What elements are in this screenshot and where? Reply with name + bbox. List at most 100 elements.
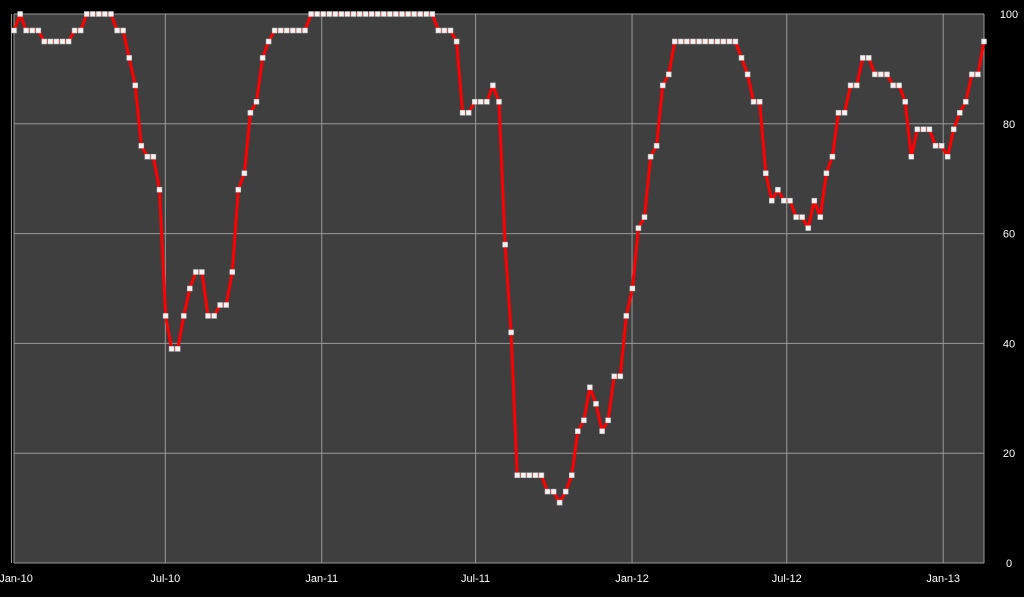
data-point	[944, 153, 951, 160]
data-point	[187, 285, 193, 292]
data-point	[459, 110, 466, 116]
data-point	[405, 11, 411, 17]
data-point	[847, 82, 854, 89]
data-point	[975, 71, 981, 78]
data-point	[532, 472, 539, 478]
data-point	[538, 472, 545, 478]
data-point	[47, 38, 54, 45]
data-point	[829, 153, 836, 160]
data-point	[423, 11, 430, 17]
data-point	[684, 38, 690, 45]
data-point	[738, 55, 745, 61]
data-point	[702, 38, 708, 45]
data-point	[878, 71, 884, 78]
data-point	[144, 153, 151, 160]
data-point	[381, 11, 387, 17]
data-point	[84, 11, 90, 17]
data-point	[714, 38, 721, 45]
data-point	[150, 153, 157, 160]
x-axis: Jan-10 Jul-10 Jan-11 Jul-11 Jan-12 Jul-12 Jan-…	[0, 573, 960, 585]
data-point	[617, 373, 624, 380]
data-point	[17, 11, 23, 17]
data-point	[562, 488, 569, 495]
data-point	[793, 214, 799, 220]
data-point	[356, 11, 363, 17]
data-point	[350, 11, 357, 17]
data-point	[11, 27, 17, 34]
data-point	[217, 302, 223, 308]
data-point	[550, 488, 557, 495]
data-point	[338, 11, 345, 17]
data-point	[241, 170, 248, 176]
data-point	[77, 27, 84, 34]
data-point	[181, 313, 187, 319]
data-point	[90, 11, 96, 17]
data-point	[926, 126, 933, 133]
data-point	[726, 38, 733, 45]
data-points	[11, 11, 987, 506]
data-point	[429, 11, 436, 17]
data-point	[860, 55, 866, 61]
data-point	[65, 38, 72, 45]
plot-area	[14, 14, 984, 563]
data-point	[581, 417, 587, 424]
data-point	[265, 38, 272, 45]
data-point	[253, 99, 260, 105]
data-point	[799, 214, 805, 220]
data-point	[611, 373, 617, 380]
data-point	[447, 27, 454, 34]
data-point	[817, 214, 824, 220]
data-point	[453, 38, 460, 45]
y-tick-label: 100	[1000, 9, 1018, 21]
data-point	[756, 99, 763, 105]
data-point	[302, 27, 308, 34]
data-point	[308, 11, 314, 17]
data-point	[890, 82, 896, 89]
data-point	[769, 197, 775, 204]
y-tick-label: 0	[1006, 558, 1012, 570]
data-point	[96, 11, 102, 17]
data-point	[284, 27, 290, 34]
data-point	[866, 55, 872, 61]
data-point	[484, 99, 490, 105]
data-point	[441, 27, 448, 34]
data-point	[787, 197, 793, 204]
x-tick-label: Jan-13	[926, 573, 960, 585]
data-point	[556, 499, 563, 506]
data-point	[732, 38, 739, 45]
data-point	[496, 99, 502, 105]
data-point	[375, 11, 381, 17]
data-point	[835, 110, 842, 116]
data-point	[672, 38, 678, 45]
data-point	[750, 99, 757, 105]
y-axis: 0 20 40 60 80 100	[1000, 9, 1018, 570]
data-point	[526, 472, 533, 478]
data-point	[520, 472, 527, 478]
data-point	[593, 401, 599, 407]
data-point	[641, 214, 648, 220]
data-point	[575, 428, 581, 434]
data-point	[587, 384, 593, 391]
data-point	[884, 71, 890, 78]
data-point	[635, 225, 642, 231]
data-point	[399, 11, 405, 17]
data-point	[368, 11, 375, 17]
data-point	[259, 55, 266, 61]
data-point	[296, 27, 302, 34]
data-point	[393, 11, 399, 17]
data-point	[932, 143, 939, 149]
x-tick-label: Jan-12	[615, 573, 649, 585]
data-point	[168, 346, 175, 352]
data-point	[344, 11, 351, 17]
y-tick-label: 20	[1003, 448, 1015, 460]
gridlines	[10, 13, 985, 564]
data-point	[235, 186, 242, 193]
data-point	[629, 285, 636, 292]
data-point	[599, 428, 605, 434]
data-point	[666, 71, 672, 78]
data-point	[108, 11, 114, 17]
data-point	[162, 313, 169, 319]
data-point	[544, 488, 551, 495]
data-point	[126, 55, 132, 61]
